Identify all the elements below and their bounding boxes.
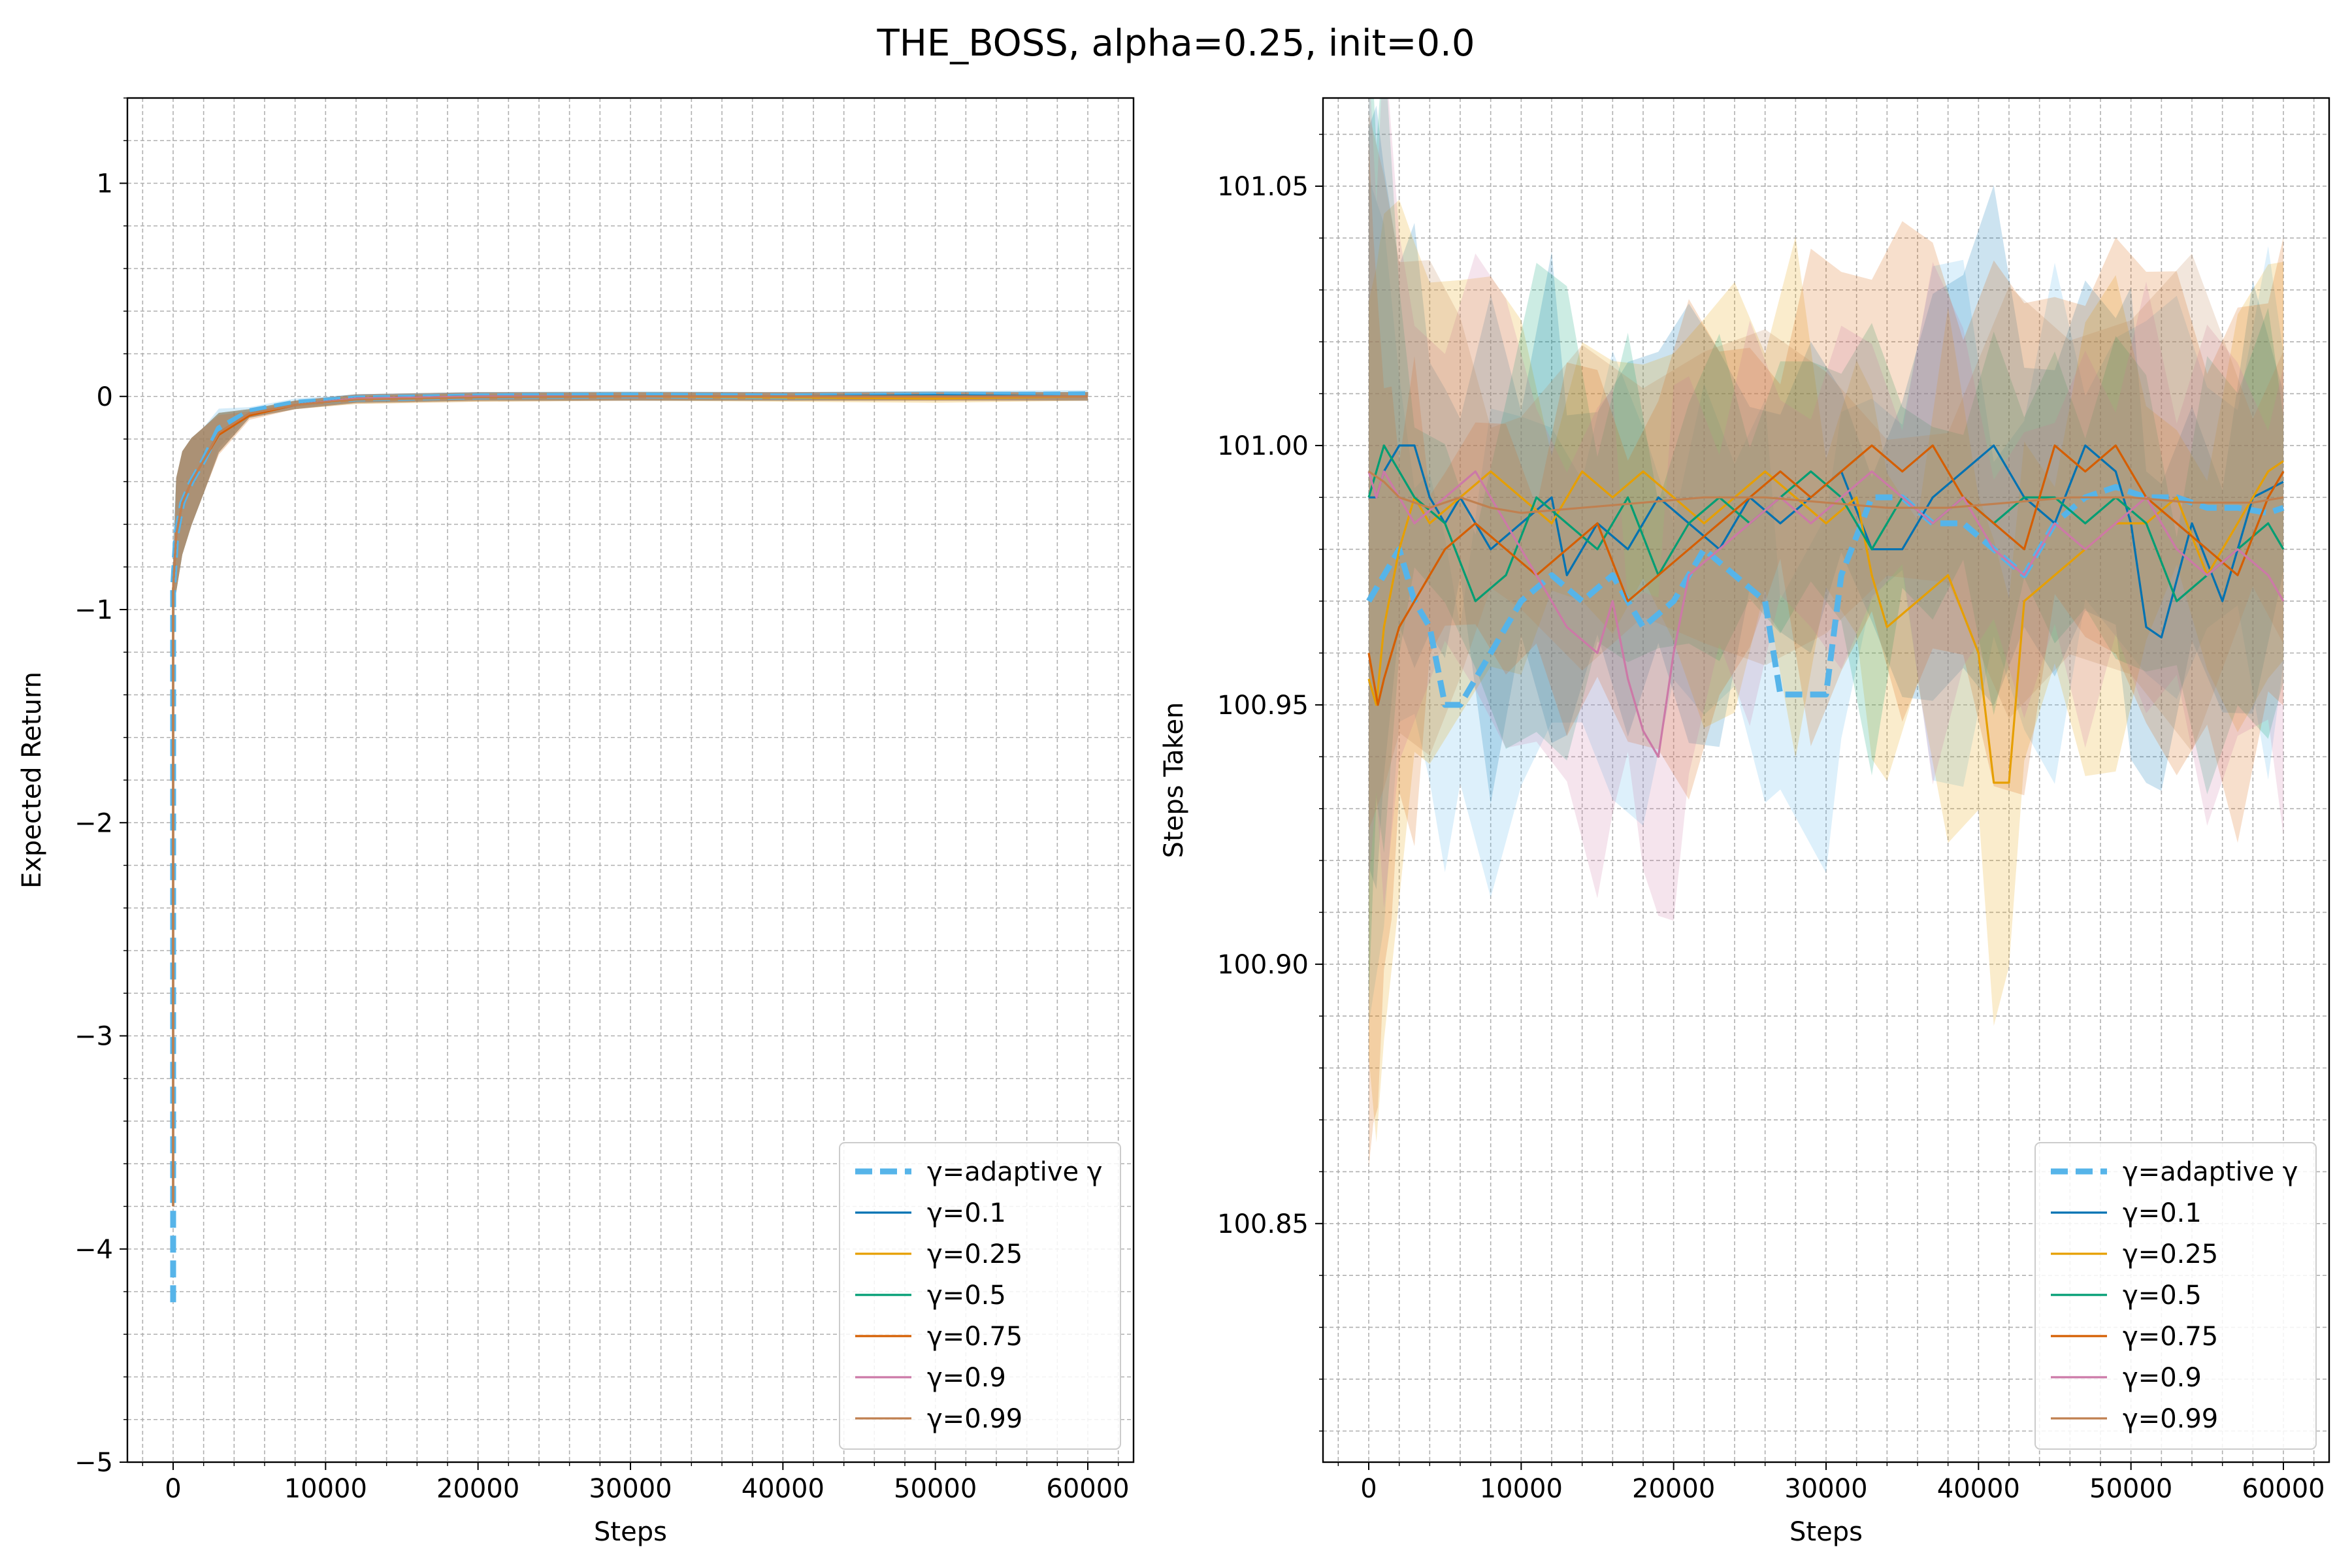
legend-label-3: γ=0.25	[927, 1239, 1022, 1269]
y-tick-label: 100.90	[1217, 950, 1309, 980]
x-tick-label: 30000	[1784, 1474, 1867, 1504]
band-2	[1369, 105, 2283, 890]
chart-panel-2: 0 10000 20000 30000 40000 50000 60000 100.85 100…	[1159, 97, 2330, 1547]
y-axis-label: Steps Taken	[1159, 702, 1189, 858]
x-tick-label: 0	[1360, 1474, 1377, 1504]
legend-label-6: γ=0.9	[927, 1363, 1006, 1393]
y-tick-label: −5	[74, 1448, 113, 1478]
x-tick-label: 50000	[894, 1474, 977, 1504]
x-tick-label: 0	[165, 1474, 181, 1504]
y-tick-label: −2	[74, 808, 113, 838]
x-tick-label: 30000	[589, 1474, 672, 1504]
y-tick-label: 101.05	[1217, 172, 1309, 202]
series-line-7	[172, 395, 1088, 1207]
legend-label-2: γ=0.1	[2123, 1198, 2202, 1228]
series-line-7	[1368, 470, 2284, 514]
y-tick-label: −4	[74, 1235, 113, 1265]
x-axis-label: Steps	[1789, 1517, 1863, 1547]
legend-label-4: γ=0.5	[927, 1281, 1006, 1311]
band-3	[1369, 199, 2283, 1143]
x-tick-label: 60000	[1046, 1474, 1129, 1504]
legend: γ=adaptive γ γ=0.1 γ=0.25 γ=0.5 γ=0.75 γ=0.9 γ…	[839, 1142, 1121, 1450]
series-lines	[170, 391, 1088, 1303]
series-lines	[1366, 444, 2285, 784]
legend-label-2: γ=0.1	[927, 1198, 1006, 1228]
ticks: 0 10000 20000 30000 40000 50000 60000 −5 −4 −3 −2 −…	[74, 97, 1130, 1504]
legend-label-5: γ=0.75	[927, 1322, 1022, 1352]
figure-title: THE_BOSS, alpha=0.25, init=0.0	[877, 22, 1475, 65]
y-tick-label: 100.95	[1217, 691, 1309, 721]
chart-panel-1: 0 10000 20000 30000 40000 50000 60000 −5 −4 −3 −2 −…	[17, 97, 1135, 1547]
x-tick-label: 60000	[2242, 1474, 2325, 1504]
legend-label-5: γ=0.75	[2123, 1322, 2218, 1352]
x-axis-label: Steps	[594, 1517, 667, 1547]
y-tick-label: −3	[74, 1022, 113, 1052]
legend-box	[839, 1142, 1121, 1450]
y-axis-label: Expected Return	[17, 672, 47, 889]
legend-label-3: γ=0.25	[2123, 1239, 2218, 1269]
band-1	[1369, 178, 2283, 1025]
legend-label-4: γ=0.5	[2123, 1281, 2202, 1311]
series-line-1	[1366, 483, 2285, 708]
y-tick-label: 101.00	[1217, 431, 1309, 461]
legend-label-1: γ=adaptive γ	[2123, 1157, 2298, 1187]
ticks: 0 10000 20000 30000 40000 50000 60000 100.85 100…	[1217, 133, 2325, 1504]
band-4	[1369, 98, 2283, 1000]
band-5	[1369, 138, 2283, 1168]
x-tick-label: 40000	[742, 1474, 825, 1504]
variance-bands	[1369, 98, 2283, 1168]
legend-label-1: γ=adaptive γ	[927, 1157, 1102, 1187]
legend-label-6: γ=0.9	[2123, 1363, 2202, 1393]
y-tick-label: −1	[74, 595, 113, 625]
y-tick-label: 100.85	[1217, 1209, 1309, 1239]
x-tick-label: 10000	[1480, 1474, 1563, 1504]
x-tick-label: 20000	[1632, 1474, 1715, 1504]
legend-label-7: γ=0.99	[927, 1404, 1022, 1434]
y-tick-label: 0	[97, 382, 113, 412]
x-tick-label: 10000	[284, 1474, 367, 1504]
legend-box	[2034, 1142, 2317, 1450]
legend: γ=adaptive γ γ=0.1 γ=0.25 γ=0.5 γ=0.75 γ=0.9 γ…	[2034, 1142, 2317, 1450]
x-tick-label: 20000	[436, 1474, 519, 1504]
y-tick-label: 1	[97, 169, 113, 199]
x-tick-label: 50000	[2089, 1474, 2172, 1504]
x-tick-label: 40000	[1937, 1474, 2020, 1504]
legend-label-7: γ=0.99	[2123, 1404, 2218, 1434]
series-line-6	[1367, 470, 2285, 758]
